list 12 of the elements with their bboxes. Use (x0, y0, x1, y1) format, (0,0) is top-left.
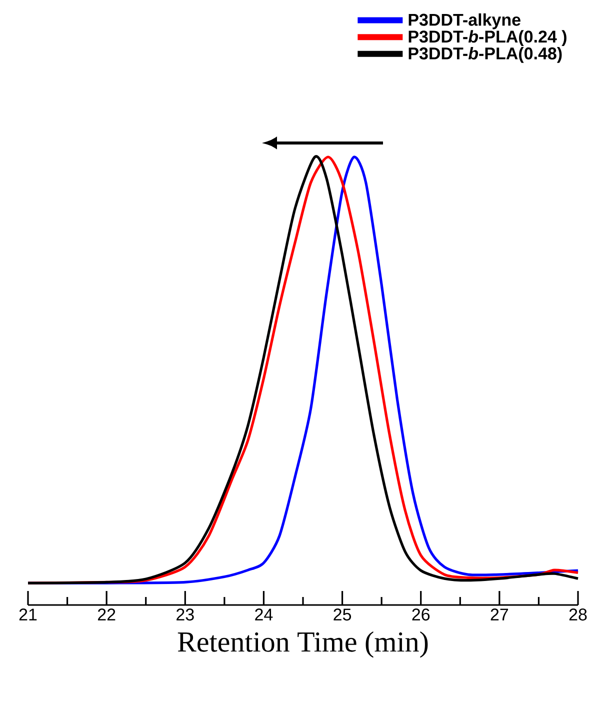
legend-label: P3DDT-b-PLA(0.24 ) (408, 30, 566, 46)
x-tick-label: 22 (98, 608, 116, 620)
x-axis-title: Retention Time (min) (178, 631, 428, 658)
legend-label: P3DDT-b-PLA(0.48) (408, 46, 562, 63)
x-tick-label: 24 (255, 608, 273, 620)
legend-label: P3DDT-alkyne (408, 13, 520, 30)
x-tick-label: 26 (412, 608, 430, 621)
x-tick-label: 21 (19, 608, 37, 620)
x-tick-label: 27 (490, 608, 508, 620)
x-tick-label: 25 (334, 608, 352, 621)
x-tick-label: 23 (176, 608, 194, 621)
x-tick-label: 28 (569, 608, 587, 621)
